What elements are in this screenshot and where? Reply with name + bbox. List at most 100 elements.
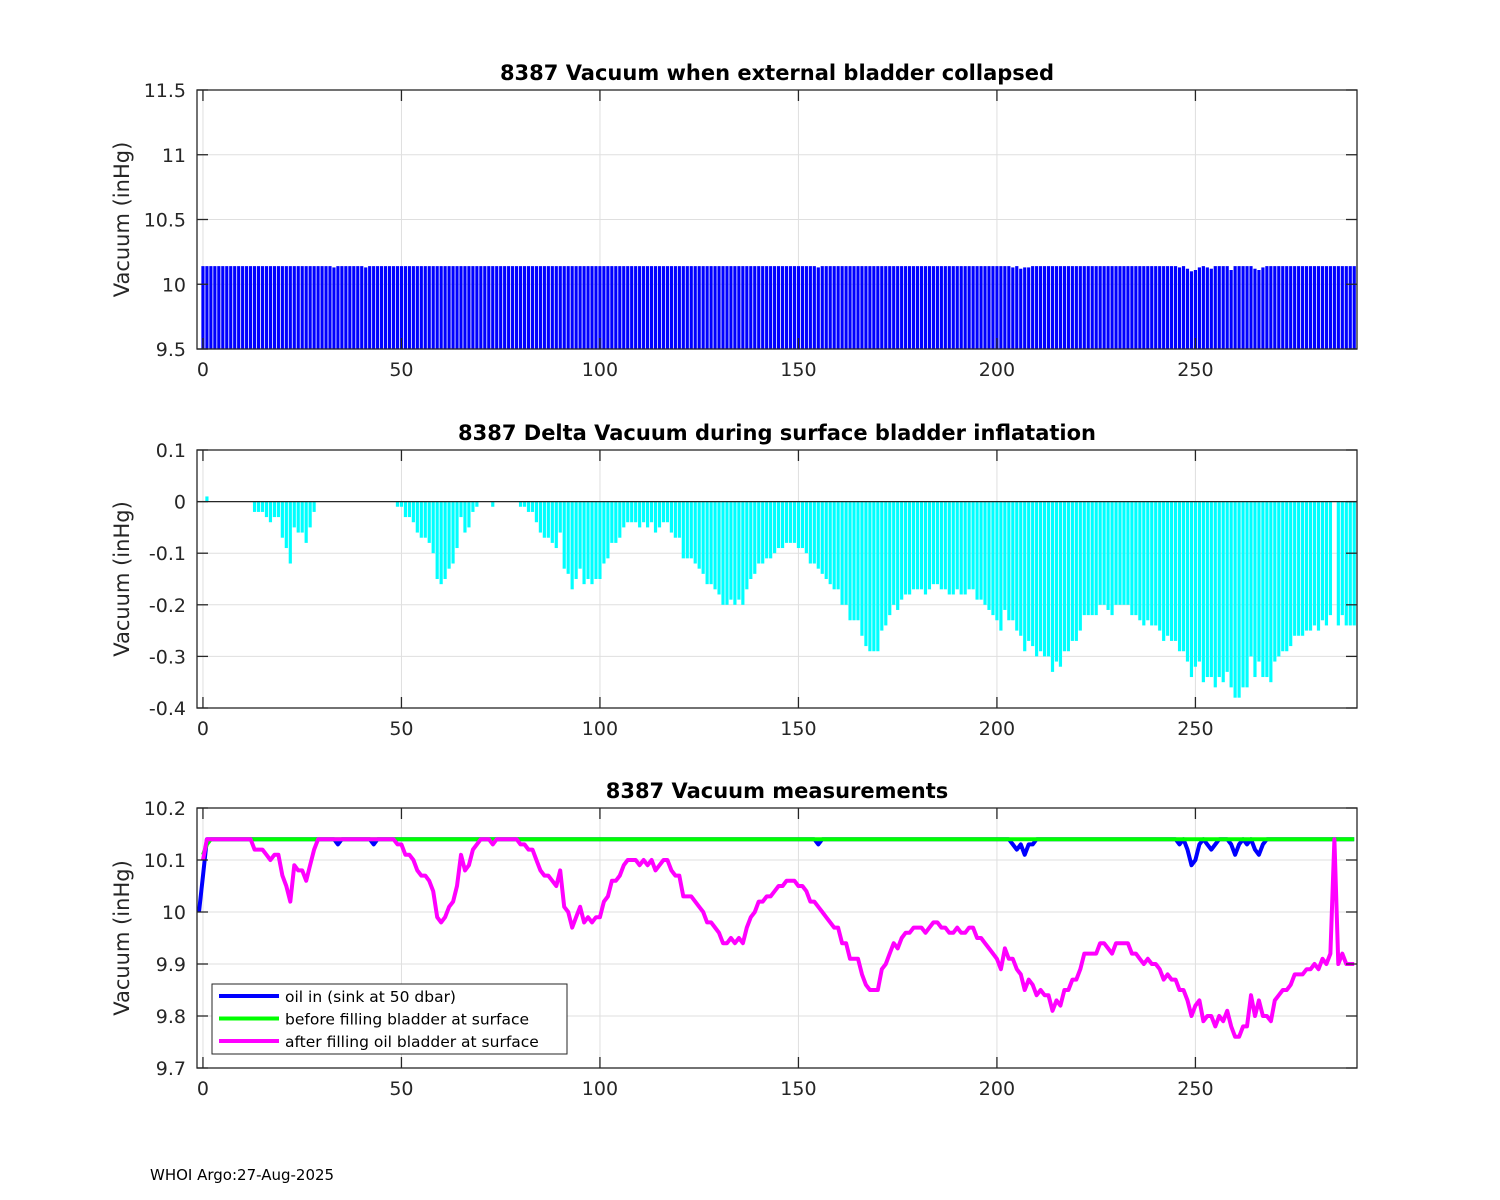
bar bbox=[1348, 266, 1352, 349]
bar bbox=[780, 266, 785, 349]
bar bbox=[1158, 266, 1162, 349]
bar bbox=[1324, 501, 1329, 626]
bar bbox=[431, 266, 435, 349]
bar bbox=[1066, 501, 1070, 652]
series-line-3 bbox=[201, 837, 1355, 1039]
bar bbox=[1197, 501, 1201, 662]
bar bbox=[1277, 266, 1281, 349]
bar bbox=[892, 266, 896, 349]
bar bbox=[241, 266, 245, 349]
bar bbox=[812, 266, 816, 349]
x-tick-label: 200 bbox=[979, 718, 1015, 740]
bar bbox=[943, 266, 947, 349]
bar bbox=[856, 266, 860, 349]
bar bbox=[1126, 501, 1130, 605]
bar bbox=[749, 266, 753, 349]
bar bbox=[741, 501, 745, 605]
bar bbox=[1142, 501, 1146, 626]
bar bbox=[1257, 270, 1261, 349]
legend-label-3: after filling oil bladder at surface bbox=[285, 1033, 539, 1051]
bar bbox=[1269, 266, 1273, 349]
bar bbox=[380, 266, 384, 349]
bar bbox=[534, 501, 539, 523]
bar bbox=[320, 266, 324, 349]
bar bbox=[844, 501, 848, 605]
bar bbox=[999, 266, 1003, 349]
bar bbox=[780, 501, 785, 549]
bar bbox=[1316, 501, 1321, 631]
bar bbox=[237, 266, 241, 349]
x-tick-label: 250 bbox=[1177, 359, 1213, 381]
bar bbox=[284, 266, 288, 349]
bar bbox=[1035, 501, 1039, 657]
bar bbox=[578, 501, 582, 569]
bar bbox=[205, 496, 209, 502]
bar bbox=[574, 501, 578, 579]
bar bbox=[292, 266, 296, 349]
bar bbox=[622, 266, 626, 349]
bar bbox=[562, 266, 566, 349]
bar bbox=[927, 266, 932, 349]
bar bbox=[407, 266, 411, 349]
bar bbox=[296, 501, 300, 533]
bar bbox=[610, 266, 614, 349]
bar bbox=[685, 501, 689, 559]
bar bbox=[491, 501, 495, 507]
bar bbox=[773, 501, 777, 554]
chart-title: 8387 Vacuum when external bladder collap… bbox=[500, 61, 1054, 85]
bar bbox=[638, 266, 642, 349]
bar bbox=[900, 501, 904, 600]
bar bbox=[681, 266, 685, 349]
bar bbox=[610, 501, 614, 543]
bar bbox=[1189, 271, 1194, 349]
bar bbox=[836, 266, 840, 349]
bar bbox=[495, 266, 499, 349]
bar bbox=[860, 266, 864, 349]
bar bbox=[729, 501, 733, 600]
bar bbox=[955, 501, 959, 590]
bar bbox=[705, 501, 709, 585]
bar bbox=[975, 501, 979, 600]
bar bbox=[904, 501, 908, 595]
y-tick-label: 10.1 bbox=[144, 850, 186, 872]
bar bbox=[1015, 266, 1019, 349]
bar bbox=[399, 501, 404, 507]
bar bbox=[995, 266, 999, 349]
bar bbox=[1193, 501, 1198, 667]
bar bbox=[1082, 501, 1086, 616]
bar bbox=[1086, 501, 1090, 616]
bar bbox=[1062, 501, 1067, 652]
bar bbox=[971, 501, 975, 590]
bar bbox=[911, 501, 916, 590]
y-tick-label: -0.1 bbox=[149, 543, 186, 565]
bar bbox=[1015, 501, 1019, 631]
y-tick-label: 10.5 bbox=[144, 210, 186, 232]
bar bbox=[634, 266, 638, 349]
x-tick-label: 150 bbox=[780, 359, 816, 381]
bar bbox=[705, 266, 709, 349]
bar bbox=[1078, 501, 1082, 631]
bar bbox=[1102, 266, 1106, 349]
bar bbox=[1249, 266, 1253, 349]
bar bbox=[1197, 267, 1201, 349]
bar bbox=[475, 501, 479, 507]
bar bbox=[1261, 267, 1265, 349]
bar bbox=[1054, 501, 1059, 662]
bar bbox=[626, 266, 630, 349]
bar bbox=[880, 266, 884, 349]
bar bbox=[717, 501, 721, 595]
bar bbox=[852, 501, 856, 621]
bar bbox=[1134, 266, 1138, 349]
x-tick-label: 0 bbox=[197, 1078, 209, 1100]
bar bbox=[852, 266, 856, 349]
y-tick-label: 0 bbox=[174, 492, 186, 514]
bar bbox=[693, 501, 697, 564]
bar bbox=[792, 266, 797, 349]
bar bbox=[1281, 501, 1285, 652]
x-tick-label: 250 bbox=[1177, 718, 1213, 740]
bar bbox=[765, 501, 769, 559]
bar bbox=[876, 501, 880, 652]
bar bbox=[499, 266, 503, 349]
y-tick-label: 9.7 bbox=[156, 1058, 186, 1080]
bar bbox=[360, 266, 364, 349]
